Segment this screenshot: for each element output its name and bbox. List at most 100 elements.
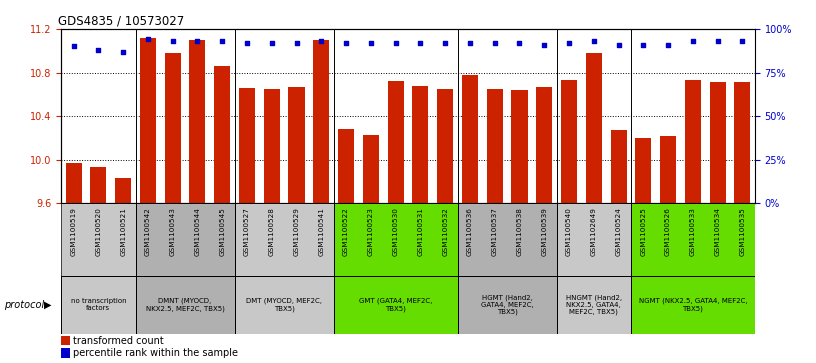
Text: DMT (MYOCD, MEF2C,
TBX5): DMT (MYOCD, MEF2C, TBX5) [246, 298, 322, 312]
Text: GSM1100520: GSM1100520 [95, 207, 101, 256]
Bar [135, 276, 235, 334]
Text: GSM1102649: GSM1102649 [591, 207, 596, 256]
Bar [561, 80, 577, 203]
Text: GSM1100537: GSM1100537 [492, 207, 498, 256]
Point [538, 42, 551, 48]
Text: GSM1100528: GSM1100528 [268, 207, 275, 256]
Text: GSM1100540: GSM1100540 [566, 207, 572, 256]
Point [117, 49, 130, 54]
Text: percentile rank within the sample: percentile rank within the sample [73, 348, 238, 358]
Point [636, 42, 650, 48]
Point [389, 40, 402, 46]
Text: GSM1100545: GSM1100545 [220, 207, 225, 256]
Text: GSM1100541: GSM1100541 [318, 207, 324, 256]
Bar [61, 336, 70, 346]
Point [290, 40, 303, 46]
Text: GSM1100527: GSM1100527 [244, 207, 250, 256]
Bar [660, 136, 676, 203]
Point [588, 38, 601, 44]
Bar [338, 129, 354, 203]
Bar [458, 276, 557, 334]
Text: no transcription
factors: no transcription factors [70, 298, 126, 311]
Text: HNGMT (Hand2,
NKX2.5, GATA4,
MEF2C, TBX5): HNGMT (Hand2, NKX2.5, GATA4, MEF2C, TBX5… [565, 294, 622, 315]
Point [612, 42, 625, 48]
Bar [388, 81, 404, 203]
Bar [235, 203, 334, 276]
Bar [363, 135, 379, 203]
Bar [536, 87, 552, 203]
Point [166, 38, 180, 44]
Bar [235, 276, 334, 334]
Bar [65, 163, 82, 203]
Bar [189, 40, 206, 203]
Text: GSM1100533: GSM1100533 [690, 207, 696, 256]
Text: transformed count: transformed count [73, 335, 164, 346]
Point [215, 38, 228, 44]
Text: GSM1100538: GSM1100538 [517, 207, 522, 256]
Text: NGMT (NKX2.5, GATA4, MEF2C,
TBX5): NGMT (NKX2.5, GATA4, MEF2C, TBX5) [639, 298, 747, 312]
Bar [334, 276, 458, 334]
Bar [437, 89, 453, 203]
Text: HGMT (Hand2,
GATA4, MEF2C,
TBX5): HGMT (Hand2, GATA4, MEF2C, TBX5) [481, 294, 534, 315]
Point [191, 38, 204, 44]
Bar [334, 203, 458, 276]
Text: GSM1100543: GSM1100543 [170, 207, 175, 256]
Point [736, 38, 749, 44]
Text: ▶: ▶ [43, 300, 51, 310]
Bar [140, 38, 156, 203]
Bar [239, 88, 255, 203]
Bar [412, 86, 428, 203]
Bar [610, 130, 627, 203]
Point [414, 40, 427, 46]
Bar [264, 89, 280, 203]
Bar [636, 138, 651, 203]
Text: GDS4835 / 10573027: GDS4835 / 10573027 [58, 15, 184, 28]
Text: GSM1100522: GSM1100522 [343, 207, 349, 256]
Text: GSM1100521: GSM1100521 [120, 207, 126, 256]
Bar [313, 40, 330, 203]
Point [141, 37, 154, 42]
Text: GSM1100534: GSM1100534 [715, 207, 721, 256]
Bar [214, 66, 230, 203]
Point [711, 38, 724, 44]
Bar [486, 89, 503, 203]
Bar [631, 203, 755, 276]
Point [315, 38, 328, 44]
Text: GSM1100529: GSM1100529 [294, 207, 299, 256]
Bar [557, 203, 631, 276]
Text: GSM1100531: GSM1100531 [418, 207, 424, 256]
Text: GSM1100530: GSM1100530 [392, 207, 398, 256]
Bar [165, 53, 180, 203]
Text: GMT (GATA4, MEF2C,
TBX5): GMT (GATA4, MEF2C, TBX5) [359, 298, 432, 312]
Text: GSM1100535: GSM1100535 [739, 207, 745, 256]
Bar [135, 203, 235, 276]
Text: protocol: protocol [4, 300, 44, 310]
Bar [586, 53, 602, 203]
Bar [61, 203, 135, 276]
Point [562, 40, 575, 46]
Bar [61, 276, 135, 334]
Bar [289, 87, 304, 203]
Point [67, 44, 80, 49]
Bar [631, 276, 755, 334]
Point [463, 40, 477, 46]
Bar [91, 167, 106, 203]
Point [241, 40, 254, 46]
Point [339, 40, 353, 46]
Bar [557, 276, 631, 334]
Point [686, 38, 699, 44]
Text: GSM1100536: GSM1100536 [467, 207, 473, 256]
Text: GSM1100524: GSM1100524 [615, 207, 622, 256]
Bar [61, 348, 70, 358]
Text: GSM1100532: GSM1100532 [442, 207, 448, 256]
Text: GSM1100544: GSM1100544 [194, 207, 201, 256]
Point [265, 40, 278, 46]
Text: GSM1100542: GSM1100542 [145, 207, 151, 256]
Bar [512, 90, 527, 203]
Point [92, 47, 105, 53]
Text: GSM1100523: GSM1100523 [368, 207, 374, 256]
Text: GSM1100526: GSM1100526 [665, 207, 671, 256]
Text: GSM1100519: GSM1100519 [71, 207, 77, 256]
Text: GSM1100539: GSM1100539 [541, 207, 548, 256]
Bar [710, 82, 725, 203]
